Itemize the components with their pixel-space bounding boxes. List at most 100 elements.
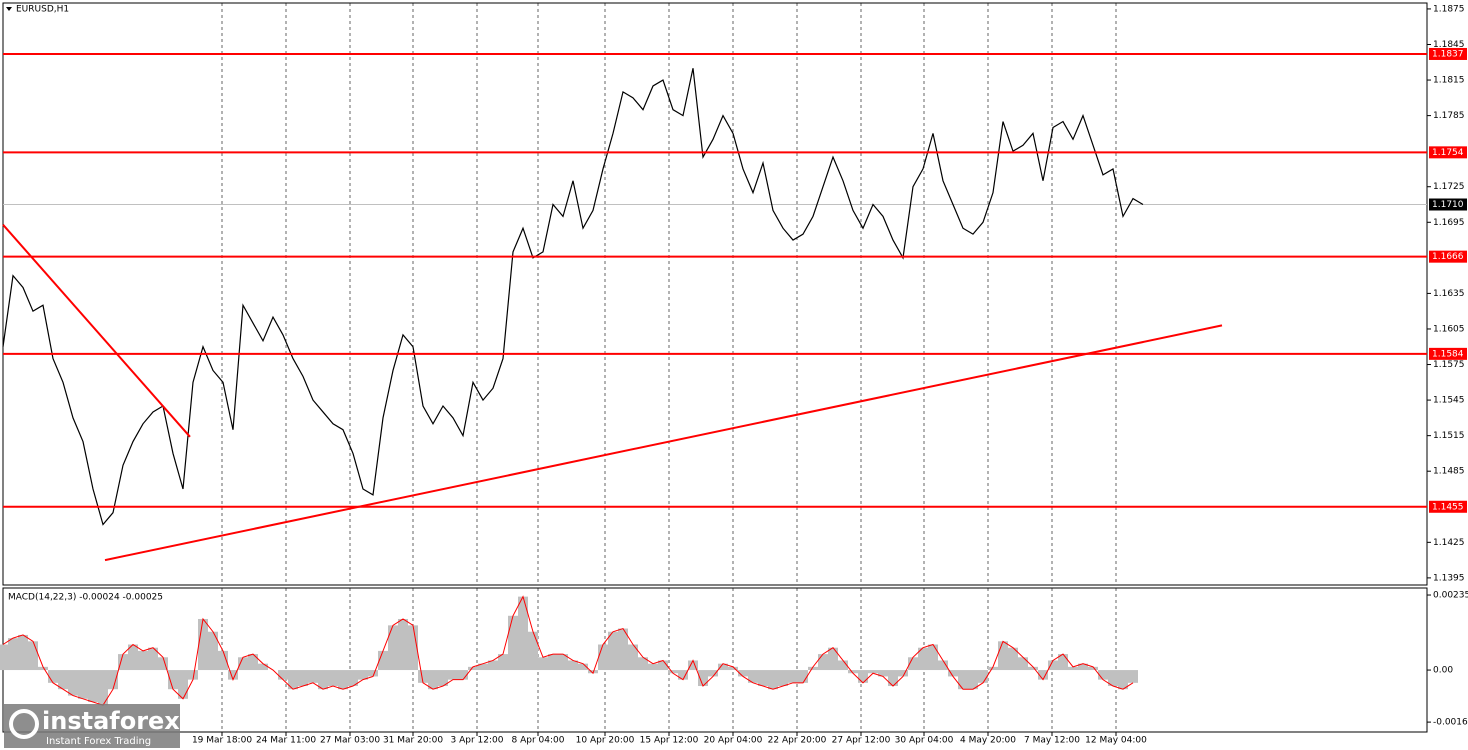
macd-bar — [198, 618, 208, 671]
macd-bar — [348, 670, 358, 687]
macd-bar — [0, 644, 8, 671]
macd-bar — [1088, 666, 1098, 671]
macd-bar — [528, 631, 538, 671]
level-label: 1.1455 — [1432, 502, 1464, 512]
macd-bar — [8, 638, 18, 671]
macd-bar — [818, 654, 828, 671]
level-label: 1.1754 — [1432, 148, 1464, 158]
macd-bar — [828, 647, 838, 671]
macd-bar — [338, 670, 348, 690]
macd-bar — [918, 647, 928, 671]
y-tick-label: -0.00163 — [1433, 718, 1468, 728]
x-tick-label: 15 Apr 12:00 — [640, 736, 699, 746]
macd-bar — [838, 660, 848, 671]
macd-bar — [388, 625, 398, 671]
symbol-arrow — [6, 7, 12, 11]
macd-bar — [58, 670, 68, 690]
macd-bar — [708, 670, 718, 677]
macd-bar — [178, 670, 188, 699]
macd-bar — [208, 631, 218, 671]
macd-bar — [378, 650, 388, 671]
macd-bar — [328, 670, 338, 687]
macd-bar — [628, 644, 638, 671]
macd-bar — [168, 670, 178, 690]
macd-bar — [288, 670, 298, 690]
level-label: 1.1837 — [1432, 49, 1464, 59]
x-tick-label: 19 Mar 18:00 — [192, 736, 252, 746]
y-tick-label: 1.1395 — [1433, 573, 1465, 583]
macd-bar — [18, 634, 28, 671]
macd-bar — [1068, 666, 1078, 671]
macd-bar — [598, 644, 608, 671]
macd-line — [2, 595, 1134, 706]
x-tick-label: 12 May 04:00 — [1085, 736, 1147, 746]
x-tick-label: 30 Apr 04:00 — [895, 736, 954, 746]
macd-bar — [1058, 654, 1068, 671]
trendline — [104, 324, 1223, 562]
x-tick-label: 3 Apr 12:00 — [451, 736, 504, 746]
macd-bar — [1128, 670, 1138, 683]
macd-bar — [608, 631, 618, 671]
macd-bar — [258, 663, 268, 671]
macd-bar — [438, 670, 448, 687]
macd-bar — [128, 644, 138, 671]
y-tick-label: 1.1785 — [1433, 111, 1465, 121]
macd-bar — [418, 670, 428, 683]
y-tick-label: 0.00235 — [1433, 591, 1468, 601]
macd-bar — [898, 670, 908, 677]
macd-bar — [158, 657, 168, 671]
y-tick-label: 1.1725 — [1433, 182, 1465, 192]
macd-bar — [68, 670, 78, 696]
y-tick-label: 1.1815 — [1433, 76, 1465, 86]
macd-bar — [518, 596, 528, 671]
macd-bar — [408, 625, 418, 671]
macd-bar — [578, 663, 588, 671]
x-tick-label: 24 Mar 11:00 — [256, 736, 316, 746]
logo-name: instaforex — [42, 707, 180, 735]
macd-bar — [1028, 666, 1038, 671]
macd-bar — [368, 670, 378, 677]
plot-layer: 19 Mar 18:00 24 Mar 11:00 27 Mar 03:00 31 M… — [0, 3, 1468, 746]
macd-bar — [398, 618, 408, 671]
macd-bar — [948, 670, 958, 677]
macd-bar — [1048, 660, 1058, 671]
macd-bar — [1038, 670, 1048, 680]
logo-tagline: Instant Forex Trading — [46, 736, 151, 747]
macd-bar — [428, 670, 438, 690]
last-price-box — [1429, 198, 1467, 211]
level-label-box — [1429, 146, 1467, 159]
macd-bar — [548, 654, 558, 671]
y-tick-label: 1.1485 — [1433, 467, 1465, 477]
y-tick-label: 1.1575 — [1433, 360, 1465, 370]
macd-bar — [508, 615, 518, 671]
macd-bar — [778, 670, 788, 687]
y-tick-label: 1.1635 — [1433, 289, 1465, 299]
macd-bar — [278, 670, 288, 680]
macd-bar — [848, 670, 858, 674]
macd-bar — [28, 641, 38, 671]
macd-bar — [478, 663, 488, 671]
macd-bar — [98, 670, 108, 706]
x-tick-label: 31 Mar 20:00 — [383, 736, 443, 746]
macd-bar — [468, 666, 478, 671]
level-label: 1.1666 — [1432, 252, 1464, 262]
trendline — [2, 223, 191, 438]
macd-bar — [1118, 670, 1128, 690]
x-tick-label: 27 Mar 03:00 — [320, 736, 380, 746]
chart-title: EURUSD,H1 — [16, 5, 69, 15]
macd-bar — [108, 670, 118, 690]
macd-bar — [958, 670, 968, 690]
macd-bar — [188, 670, 198, 680]
macd-bar — [448, 670, 458, 680]
macd-bar — [738, 670, 748, 677]
macd-bar — [988, 666, 998, 671]
macd-bar — [688, 660, 698, 671]
y-tick-label: 1.1515 — [1433, 431, 1465, 441]
x-tick-label: 20 Apr 04:00 — [704, 736, 763, 746]
macd-bar — [458, 670, 468, 680]
macd-bar — [118, 654, 128, 671]
y-tick-label: 0.00 — [1433, 666, 1453, 676]
y-tick-label: 1.1695 — [1433, 218, 1465, 228]
macd-bar — [248, 654, 258, 671]
